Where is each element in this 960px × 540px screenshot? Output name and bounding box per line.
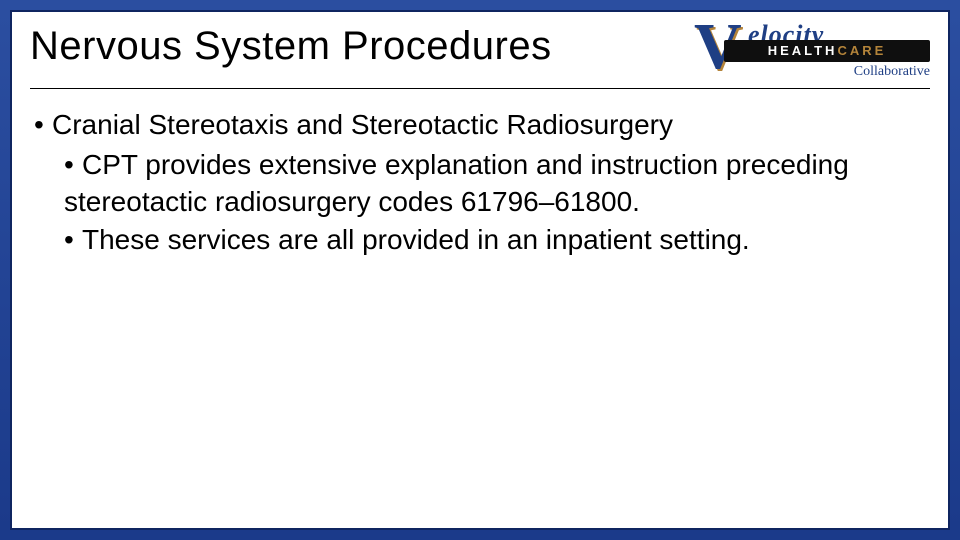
logo-subscript: Collaborative — [854, 64, 930, 80]
bullet-text: CPT provides extensive explanation and i… — [64, 149, 849, 216]
content-area: •Cranial Stereotaxis and Stereotactic Ra… — [30, 107, 930, 259]
logo-bar-text-2: CARE — [837, 43, 886, 58]
logo-bar-text-1: HEALTH — [768, 43, 838, 58]
bullet-level2: •CPT provides extensive explanation and … — [64, 147, 930, 220]
logo-bar: HEALTHCARE — [724, 40, 930, 62]
logo: V elocity HEALTHCARE Collaborative — [690, 22, 930, 82]
bullet-text: These services are all provided in an in… — [82, 224, 750, 255]
bullet-icon: • — [34, 107, 52, 143]
slide-title: Nervous System Procedures — [30, 24, 552, 69]
bullet-level1: •Cranial Stereotaxis and Stereotactic Ra… — [34, 107, 930, 143]
slide-frame: Nervous System Procedures V elocity HEAL… — [0, 0, 960, 540]
bullet-text: Cranial Stereotaxis and Stereotactic Rad… — [52, 109, 673, 140]
slide-inner: Nervous System Procedures V elocity HEAL… — [10, 10, 950, 530]
title-row: Nervous System Procedures V elocity HEAL… — [30, 24, 930, 89]
bullet-icon: • — [64, 147, 82, 183]
bullet-level2: •These services are all provided in an i… — [64, 222, 930, 258]
bullet-icon: • — [64, 222, 82, 258]
